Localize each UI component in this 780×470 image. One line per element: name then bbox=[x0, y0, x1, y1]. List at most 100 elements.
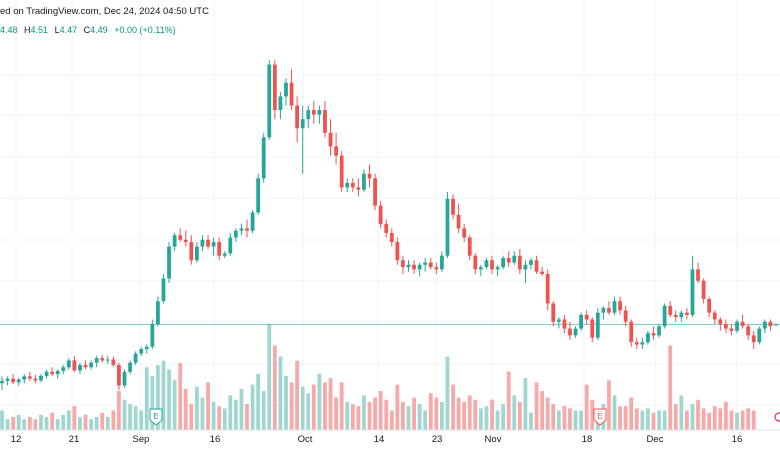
candle-body bbox=[590, 319, 595, 338]
time-axis-tick-label: 23 bbox=[432, 434, 443, 445]
candle-body bbox=[295, 105, 300, 129]
volume-bar bbox=[44, 417, 49, 430]
volume-bar bbox=[590, 399, 595, 430]
low-value: 4.47 bbox=[59, 25, 78, 35]
volume-bar bbox=[618, 406, 622, 430]
volume-bar bbox=[105, 417, 110, 430]
volume-bar bbox=[651, 412, 656, 430]
volume-bar bbox=[540, 391, 545, 430]
volume-bar bbox=[122, 399, 127, 430]
candle-body bbox=[278, 96, 283, 111]
volume-bar bbox=[55, 419, 60, 430]
volume-bar bbox=[478, 408, 483, 430]
volume-bar bbox=[356, 406, 361, 430]
candle-body bbox=[657, 326, 661, 336]
candle-body bbox=[718, 319, 723, 324]
candle-body bbox=[501, 258, 506, 268]
volume-bar bbox=[462, 401, 467, 430]
volume-bar bbox=[350, 404, 355, 430]
time-axis-tick-label: 16 bbox=[210, 434, 221, 445]
volume-bar bbox=[467, 395, 472, 430]
volume-bar bbox=[323, 382, 327, 430]
candle-body bbox=[39, 375, 43, 381]
candle-body bbox=[289, 82, 294, 106]
volume-bar bbox=[718, 408, 723, 430]
candle-body bbox=[72, 360, 77, 371]
candle-body bbox=[117, 364, 121, 386]
candle-body bbox=[757, 328, 762, 343]
candle-body bbox=[122, 371, 127, 386]
candle-body bbox=[712, 312, 717, 320]
candle-body bbox=[506, 258, 511, 263]
earnings-marker-label: E bbox=[597, 412, 602, 421]
volume-bar bbox=[523, 378, 528, 430]
volume-bar bbox=[501, 404, 506, 430]
candle-body bbox=[100, 358, 105, 361]
candle-body bbox=[412, 264, 416, 270]
candle-body bbox=[323, 110, 327, 133]
candle-body bbox=[367, 173, 372, 179]
volume-bar bbox=[362, 395, 366, 430]
volume-bar bbox=[345, 401, 350, 430]
volume-bar bbox=[161, 360, 166, 430]
volume-bar bbox=[195, 386, 199, 430]
candle-body bbox=[139, 349, 144, 354]
volume-bar bbox=[378, 391, 383, 430]
candle-body bbox=[339, 155, 344, 188]
volume-bar bbox=[72, 406, 77, 430]
candle-body bbox=[423, 262, 428, 265]
earnings-marker[interactable]: E bbox=[149, 408, 163, 426]
candle-body bbox=[434, 267, 439, 270]
candle-body bbox=[5, 378, 10, 381]
volume-bar bbox=[517, 401, 522, 430]
volume-bar bbox=[367, 401, 372, 430]
change-value: +0.00 (+0.11%) bbox=[114, 25, 176, 35]
last-bar-indicator bbox=[774, 412, 780, 422]
volume-bar bbox=[556, 410, 561, 430]
candle-body bbox=[167, 246, 171, 279]
candle-body bbox=[261, 137, 266, 179]
candle-body bbox=[128, 362, 132, 372]
volume-bar bbox=[690, 404, 695, 430]
candle-body bbox=[356, 187, 361, 190]
candle-body bbox=[189, 242, 194, 261]
candle-body bbox=[623, 310, 628, 322]
volume-bar bbox=[228, 395, 233, 430]
candle-body bbox=[156, 301, 160, 324]
candle-body bbox=[618, 301, 622, 311]
volume-bar bbox=[111, 410, 116, 430]
earnings-marker[interactable]: E bbox=[593, 408, 607, 426]
volume-bar bbox=[272, 345, 277, 430]
candle-body bbox=[629, 321, 634, 343]
volume-bar bbox=[640, 410, 645, 430]
candle-body bbox=[0, 380, 4, 384]
candle-body bbox=[478, 267, 483, 270]
candle-body bbox=[735, 321, 739, 331]
candle-body bbox=[685, 312, 689, 315]
candle-body bbox=[690, 269, 695, 315]
candle-body bbox=[378, 205, 383, 224]
candle-body bbox=[445, 198, 450, 256]
candle-body bbox=[233, 230, 238, 238]
volume-bar bbox=[256, 373, 261, 430]
candle-body bbox=[50, 371, 55, 375]
volume-bar bbox=[83, 414, 88, 430]
volume-bar bbox=[746, 408, 751, 430]
candle-body bbox=[27, 376, 32, 379]
candle-body bbox=[245, 228, 249, 231]
volume-bar bbox=[128, 404, 132, 430]
candle-body bbox=[16, 379, 21, 383]
volume-bar bbox=[484, 406, 489, 430]
volume-bar bbox=[701, 408, 706, 430]
candle-body bbox=[183, 239, 188, 243]
volume-bar bbox=[78, 417, 82, 430]
time-axis-tick-label: 18 bbox=[582, 434, 593, 445]
candle-body bbox=[83, 364, 88, 368]
candle-body bbox=[211, 242, 216, 247]
candle-body bbox=[746, 326, 751, 336]
volume-bar bbox=[200, 397, 205, 430]
candle-body bbox=[512, 255, 517, 263]
candle-body bbox=[89, 362, 93, 368]
